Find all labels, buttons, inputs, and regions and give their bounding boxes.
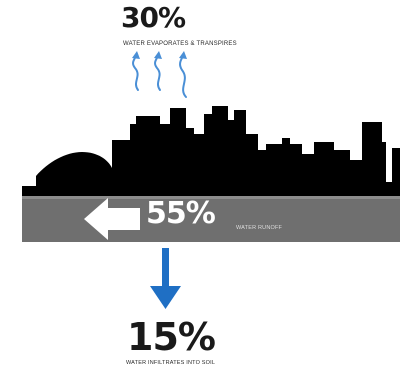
evaporation-percent: 30% [121, 1, 186, 34]
evaporation-arrowhead-1 [132, 51, 140, 59]
evaporation-arrowhead-3 [179, 51, 187, 59]
runoff-caption: WATER RUNOFF [236, 225, 283, 231]
evaporation-arrow-1 [132, 55, 139, 91]
evaporation-caption: WATER EVAPORATES & TRANSPIRES [123, 41, 237, 47]
evaporation-arrows [132, 51, 187, 98]
infiltration-caption: WATER INFILTRATES INTO SOIL [126, 360, 216, 366]
runoff-arrow-icon [84, 198, 140, 240]
evaporation-arrow-2 [154, 55, 161, 91]
runoff-percent: 55% [146, 196, 216, 231]
ground-band-top-edge [22, 196, 400, 199]
evaporation-arrowhead-2 [154, 51, 162, 59]
infiltration-percent: 15% [127, 315, 216, 359]
infiltration-arrow-icon [150, 248, 181, 309]
city-skyline [22, 106, 400, 196]
evaporation-arrow-3 [179, 55, 187, 98]
